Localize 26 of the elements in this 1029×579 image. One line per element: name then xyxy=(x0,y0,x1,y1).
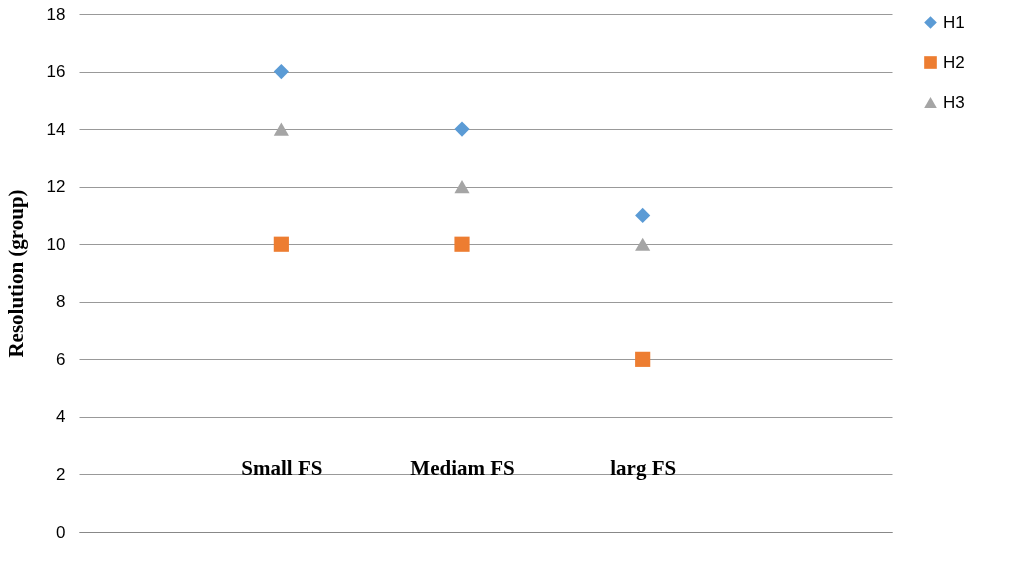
point xyxy=(273,236,289,252)
y-tick-label: 6 xyxy=(56,349,66,369)
x-tick-label: larg FS xyxy=(610,455,677,480)
x-tick-label: Small FS xyxy=(241,455,323,480)
legend-label: H3 xyxy=(943,92,965,112)
legend-label: H2 xyxy=(943,52,965,72)
point xyxy=(635,207,651,224)
y-tick-label: 0 xyxy=(56,522,66,542)
y-tick-label: 14 xyxy=(46,119,66,139)
point xyxy=(635,351,651,367)
y-tick-label: 8 xyxy=(56,292,66,312)
y-tick-label: 12 xyxy=(46,177,66,197)
point xyxy=(273,63,289,80)
y-tick-label: 4 xyxy=(56,407,66,427)
y-tick-label: 18 xyxy=(46,4,66,24)
point xyxy=(273,122,289,136)
point xyxy=(454,180,470,194)
y-tick-label: 10 xyxy=(46,234,66,254)
point xyxy=(454,236,470,252)
y-tick-label: 16 xyxy=(46,62,66,82)
x-tick-label: Mediam FS xyxy=(410,455,515,480)
y-axis-title: Resolution (group) xyxy=(3,189,28,358)
y-tick-label: 2 xyxy=(56,464,66,484)
legend-label: H1 xyxy=(943,12,965,32)
point xyxy=(454,121,470,137)
point xyxy=(635,237,651,251)
